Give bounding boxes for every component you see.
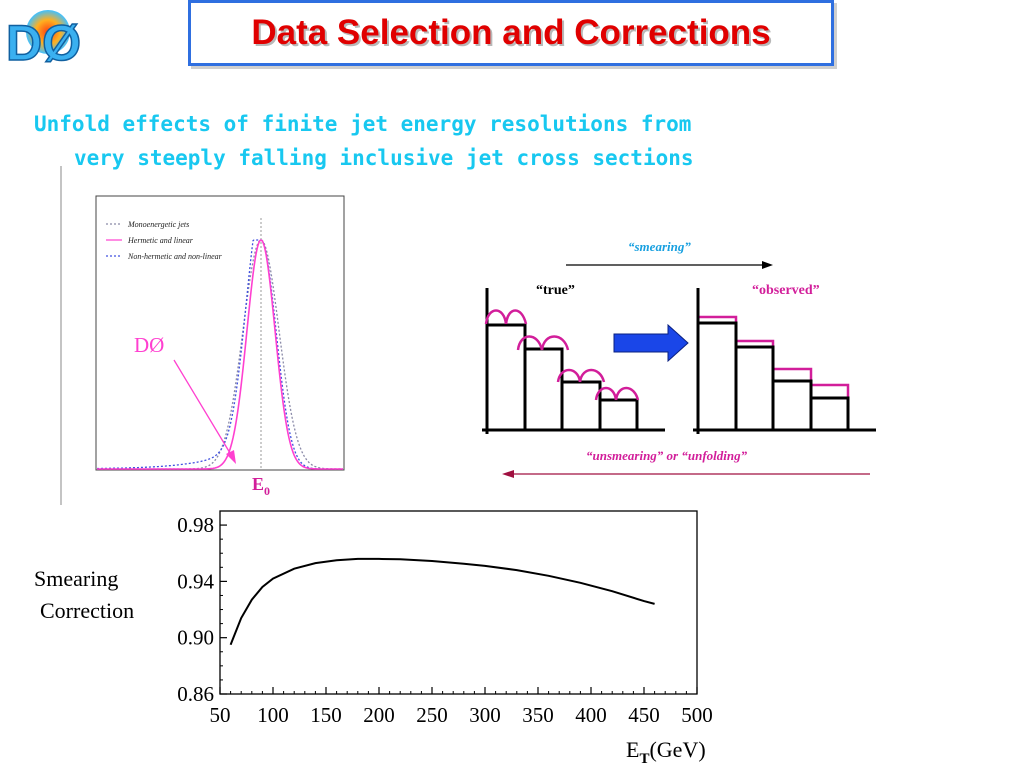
x-tick-label: 450 bbox=[628, 703, 660, 727]
observed-histogram bbox=[693, 288, 876, 434]
non-hermetic-curve bbox=[97, 239, 343, 470]
x-tick-label: 150 bbox=[310, 703, 342, 727]
smearing-diagram: “smearing” “true” “observed” bbox=[482, 239, 876, 478]
y-tick-label: 0.90 bbox=[177, 626, 214, 650]
legend-mono: Monoenergetic jets bbox=[127, 220, 189, 229]
y-axis-ticks: 0.86 0.90 0.94 0.98 bbox=[177, 510, 227, 706]
series-line bbox=[229, 557, 655, 646]
dzero-label: DØ bbox=[134, 333, 164, 357]
x-tick-label: 100 bbox=[257, 703, 289, 727]
transform-arrow bbox=[613, 323, 689, 363]
title-box: Data Selection and Corrections bbox=[188, 0, 834, 66]
x-axis-ticks: 50 100 150 200 250 300 350 400 450 500 bbox=[210, 687, 713, 727]
jet-response-plot: Monoenergetic jets Hermetic and linear N… bbox=[60, 166, 345, 505]
dzero-arrow-line bbox=[173, 359, 234, 459]
dzero-arrow-head bbox=[226, 450, 236, 464]
x-tick-label: 250 bbox=[416, 703, 448, 727]
y-tick-label: 0.86 bbox=[177, 682, 214, 706]
x-axis-label: ET(GeV) bbox=[626, 737, 706, 767]
unsmearing-arrow-head bbox=[502, 470, 514, 478]
y-axis-label-line2: Correction bbox=[40, 598, 134, 623]
smearing-label: “smearing” bbox=[628, 239, 691, 254]
subtitle-line-1: Unfold effects of finite jet energy reso… bbox=[34, 112, 692, 136]
legend-hermetic: Hermetic and linear bbox=[127, 236, 194, 245]
y-tick-label: 0.98 bbox=[177, 513, 214, 537]
dzero-logo: DØ bbox=[5, 10, 82, 68]
x-tick-label: 50 bbox=[210, 703, 231, 727]
x-tick-label: 500 bbox=[681, 703, 713, 727]
subtitle-line-2: very steeply falling inclusive jet cross… bbox=[74, 146, 694, 170]
observed-label: “observed” bbox=[752, 283, 820, 298]
unsmearing-label: “unsmearing” or “unfolding” bbox=[586, 448, 748, 463]
x-tick-label: 200 bbox=[363, 703, 395, 727]
x-tick-label: 300 bbox=[469, 703, 501, 727]
migration-arrows bbox=[484, 309, 640, 401]
chart-frame bbox=[219, 510, 698, 695]
page-title: Data Selection and Corrections bbox=[251, 13, 771, 52]
x-tick-label: 400 bbox=[575, 703, 607, 727]
x-tick-label: 350 bbox=[522, 703, 554, 727]
hermetic-curve bbox=[97, 239, 343, 470]
legend-nonhermetic: Non-hermetic and non-linear bbox=[127, 252, 223, 261]
smearing-correction-chart: 0.86 0.90 0.94 0.98 50 100 150 200 250 300 350 400… bbox=[34, 510, 713, 767]
svg-text:DØ: DØ bbox=[6, 15, 81, 68]
plot-frame bbox=[95, 195, 345, 471]
y-tick-label: 0.94 bbox=[177, 569, 214, 593]
legend: Monoenergetic jets Hermetic and linear N… bbox=[106, 220, 223, 261]
e0-label: E0 bbox=[252, 474, 270, 498]
true-label: “true” bbox=[536, 283, 575, 298]
true-histogram bbox=[482, 288, 665, 434]
y-axis-label-line1: Smearing bbox=[34, 566, 118, 591]
smearing-arrow-head bbox=[762, 261, 773, 269]
